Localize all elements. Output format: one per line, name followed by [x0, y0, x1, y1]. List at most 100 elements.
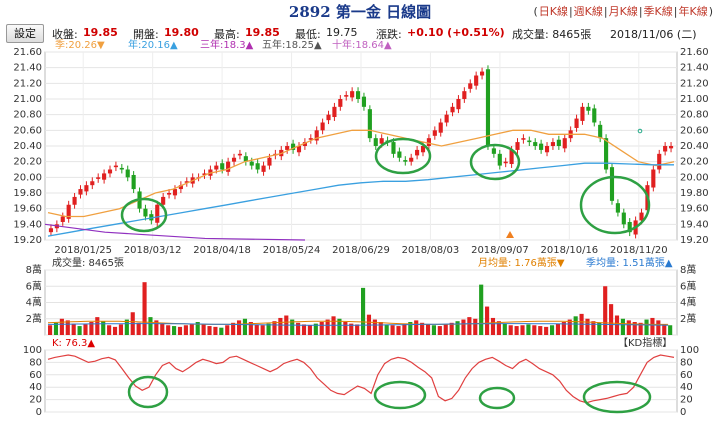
- price-ytick-left: 19.60: [13, 204, 42, 215]
- candle-body: [332, 106, 337, 118]
- link-quarterly[interactable]: 季K線: [643, 5, 673, 18]
- volume-bar: [520, 325, 525, 335]
- link-daily[interactable]: 日K線: [538, 5, 568, 18]
- candle-body: [657, 153, 662, 170]
- volume-bar: [467, 317, 472, 335]
- volume-ytick-right: 2萬: [680, 312, 696, 325]
- volume-bar: [473, 318, 478, 335]
- volume-legend-label: 成交量: 8465張: [52, 256, 124, 269]
- volume-bar: [449, 322, 454, 335]
- kd-panel-frame: [44, 349, 678, 413]
- candle-body: [450, 106, 455, 113]
- candle-body: [149, 214, 154, 221]
- price-ytick-left: 20.60: [13, 125, 42, 136]
- candle-body: [220, 163, 225, 170]
- volume-bar: [378, 322, 383, 335]
- candle-body: [237, 153, 243, 156]
- volume-bar: [142, 282, 147, 335]
- legend-season-ma: 季:20.26▼: [55, 39, 105, 51]
- candle-body: [320, 122, 325, 131]
- candle-body: [267, 157, 272, 166]
- candle-body: [485, 69, 491, 146]
- price-ytick-right: 19.40: [680, 219, 709, 230]
- price-ytick-right: 21.60: [680, 47, 709, 58]
- candle-body: [580, 106, 585, 121]
- volume-bar: [485, 306, 490, 335]
- candle-body: [373, 138, 378, 146]
- candle-body: [539, 143, 544, 150]
- volume-bar: [160, 323, 165, 335]
- volume-bar: [89, 322, 94, 335]
- volume-ytick-left: 4萬: [26, 296, 42, 309]
- candle-body: [131, 174, 136, 190]
- volume-bar: [443, 324, 448, 335]
- volume-bar: [414, 320, 419, 335]
- volume-bar: [301, 324, 307, 335]
- candle-body: [66, 204, 71, 219]
- price-xtick: 2018/06/29: [332, 245, 390, 256]
- volume-bar: [461, 319, 466, 335]
- candle-body: [456, 99, 461, 110]
- candle-body: [379, 138, 384, 144]
- candle-body: [521, 138, 526, 140]
- kd-ytick-left: 80: [29, 357, 42, 368]
- volume-ytick-left: 6萬: [26, 279, 42, 292]
- link-weekly[interactable]: 週K線: [573, 5, 603, 18]
- volume-bar: [231, 322, 236, 335]
- volume-bar: [53, 322, 59, 335]
- candle-body: [598, 124, 603, 139]
- candle-body: [586, 106, 591, 111]
- candle-body: [125, 169, 130, 178]
- link-yearly[interactable]: 年K線: [678, 5, 708, 18]
- volume-bar: [107, 325, 112, 335]
- price-ytick-left: 21.40: [13, 63, 42, 74]
- candle-body: [48, 228, 54, 233]
- event-marker-triangle: [506, 231, 514, 238]
- candle-body: [90, 181, 95, 186]
- volume-bar: [390, 325, 395, 335]
- volume-bar: [567, 319, 572, 335]
- price-xtick: 2018/09/07: [471, 245, 529, 256]
- volume-bar: [614, 315, 620, 335]
- price-ytick-left: 20.20: [13, 157, 42, 168]
- volume-bar: [355, 324, 360, 335]
- volume-bar: [266, 323, 271, 335]
- legend-10y-ma: 十年:18.64▲: [332, 38, 392, 51]
- volume-bar: [59, 318, 64, 335]
- close-value: 19.85: [83, 26, 118, 39]
- volume-bar: [555, 323, 561, 335]
- kd-ytick-left: 40: [29, 382, 42, 393]
- volume-bar: [349, 323, 354, 335]
- candle-body: [403, 160, 408, 162]
- volume-bar: [313, 323, 318, 335]
- candle-body: [503, 161, 508, 164]
- legend-5y-ma: 五年:18.25▲: [262, 38, 322, 51]
- high-label: 最高:: [214, 28, 240, 41]
- candle-body: [302, 142, 307, 146]
- candle-body: [497, 153, 502, 166]
- volume-ytick-right: 8萬: [680, 263, 696, 276]
- volume-ytick-right: 4萬: [680, 296, 696, 309]
- volume-bar: [609, 304, 614, 335]
- link-monthly[interactable]: 月K線: [608, 5, 638, 18]
- candle-body: [621, 212, 626, 225]
- candle-body: [491, 148, 496, 154]
- volume-bar: [124, 319, 129, 335]
- volume-bar: [254, 324, 259, 335]
- candle-body: [202, 173, 207, 175]
- volume-bar: [201, 324, 206, 335]
- volume-bar: [77, 326, 82, 335]
- candle-body: [409, 157, 414, 162]
- settings-button[interactable]: 設定: [6, 24, 44, 43]
- volume-bar: [603, 286, 608, 335]
- candle-body: [604, 138, 609, 170]
- volume-bar: [148, 317, 153, 335]
- kd-ytick-right: 60: [680, 370, 693, 381]
- candle-body: [544, 146, 550, 153]
- candle-body: [426, 138, 431, 146]
- candle-body: [84, 185, 89, 192]
- volume-bar: [626, 320, 631, 335]
- candle-body: [107, 169, 113, 174]
- volume-bar: [337, 318, 342, 335]
- volume-bar: [538, 326, 543, 335]
